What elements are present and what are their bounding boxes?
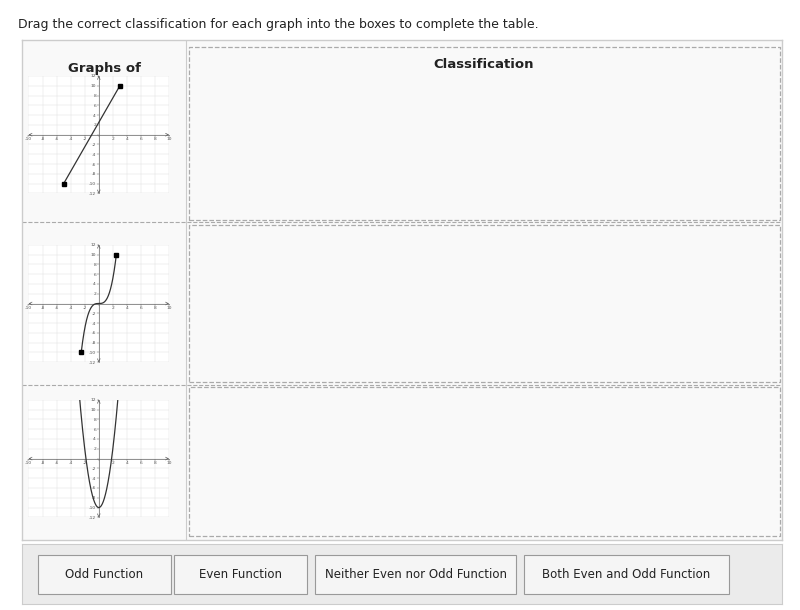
Text: Drag the correct classification for each graph into the boxes to complete the ta: Drag the correct classification for each…: [18, 18, 538, 31]
Text: Even Function: Even Function: [199, 568, 282, 581]
FancyBboxPatch shape: [38, 556, 170, 594]
Text: Classification: Classification: [434, 58, 534, 71]
Text: Neither Even nor Odd Function: Neither Even nor Odd Function: [325, 568, 506, 581]
FancyBboxPatch shape: [524, 556, 730, 594]
Text: Odd Function: Odd Function: [65, 568, 143, 581]
FancyBboxPatch shape: [174, 556, 307, 594]
Text: Graphs of
Functions: Graphs of Functions: [67, 62, 141, 92]
FancyBboxPatch shape: [315, 556, 517, 594]
Text: Both Even and Odd Function: Both Even and Odd Function: [542, 568, 710, 581]
